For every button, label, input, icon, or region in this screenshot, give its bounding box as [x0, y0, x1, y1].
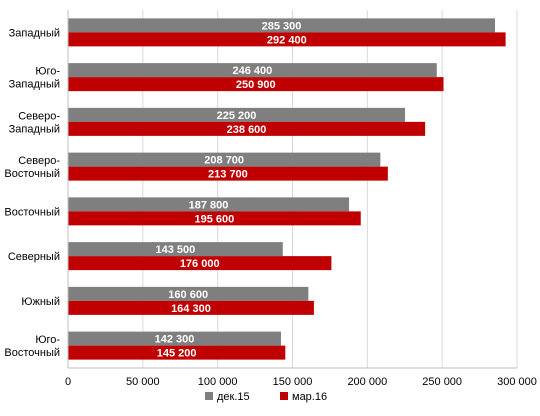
category-label: Юго-Восточный: [4, 334, 60, 359]
category-label: Западный: [9, 27, 60, 39]
category-label: Северо-Восточный: [4, 155, 60, 180]
data-label: 225 200: [217, 110, 257, 122]
x-tick-label: 100 000: [198, 376, 238, 388]
category-label: Северный: [8, 251, 60, 263]
category-label: Южный: [21, 296, 60, 308]
bar-dec15: [68, 197, 350, 212]
bar-mar16: [68, 77, 444, 92]
category-label: Юго-Западный: [9, 66, 61, 91]
data-label: 238 600: [227, 124, 267, 136]
legend-label: дек.15: [217, 391, 250, 403]
bars-group: [68, 18, 506, 360]
legend-label: мар.16: [292, 391, 327, 403]
data-label: 285 300: [262, 20, 302, 32]
bar-mar16: [68, 32, 506, 47]
x-tick-label: 150 000: [273, 376, 313, 388]
data-label: 208 700: [204, 155, 244, 167]
data-label: 145 200: [157, 348, 197, 360]
category-label: Северо-Западный: [9, 110, 61, 135]
bar-mar16: [68, 211, 361, 226]
legend-swatch: [205, 392, 213, 400]
data-label: 164 300: [171, 303, 211, 315]
data-label: 213 700: [208, 169, 248, 181]
bar-dec15: [68, 286, 309, 301]
category-labels-group: Западный Юго-Западный Северо-Западный Север…: [4, 27, 60, 359]
data-label: 160 600: [168, 289, 208, 301]
bar-mar16: [68, 300, 314, 315]
bar-mar16: [68, 345, 286, 360]
bar-dec15: [68, 107, 406, 122]
data-label: 250 900: [236, 79, 276, 91]
x-tick-label: 50 000: [126, 376, 160, 388]
data-label: 142 300: [155, 334, 195, 346]
bar-dec15: [68, 152, 381, 167]
bar-mar16: [68, 166, 388, 181]
bar-dec15: [68, 18, 495, 33]
x-tick-label: 200 000: [347, 376, 387, 388]
data-label: 143 500: [156, 244, 196, 256]
category-label: Восточный: [4, 206, 60, 218]
x-tick-label: 300 000: [497, 376, 537, 388]
legend-swatch: [280, 392, 288, 400]
data-label: 187 800: [189, 199, 229, 211]
bar-dec15: [68, 331, 281, 346]
x-tick-label: 250 000: [422, 376, 462, 388]
bar-mar16: [68, 256, 332, 271]
bar-mar16: [68, 121, 426, 136]
data-label: 195 600: [194, 213, 234, 225]
legend: дек.15 мар.16: [205, 391, 327, 403]
bar-dec15: [68, 63, 437, 78]
data-label: 176 000: [180, 258, 220, 270]
data-label: 292 400: [267, 34, 307, 46]
bar-dec15: [68, 242, 283, 257]
x-tick-label: 0: [65, 376, 71, 388]
data-label: 246 400: [233, 65, 273, 77]
data-labels-group: 285 300 292 400 246 400 250 900 225 200 238 6…: [155, 20, 307, 359]
x-axis: 0 50 000 100 000 150 000 200 000 250 000 300 0…: [65, 10, 537, 388]
